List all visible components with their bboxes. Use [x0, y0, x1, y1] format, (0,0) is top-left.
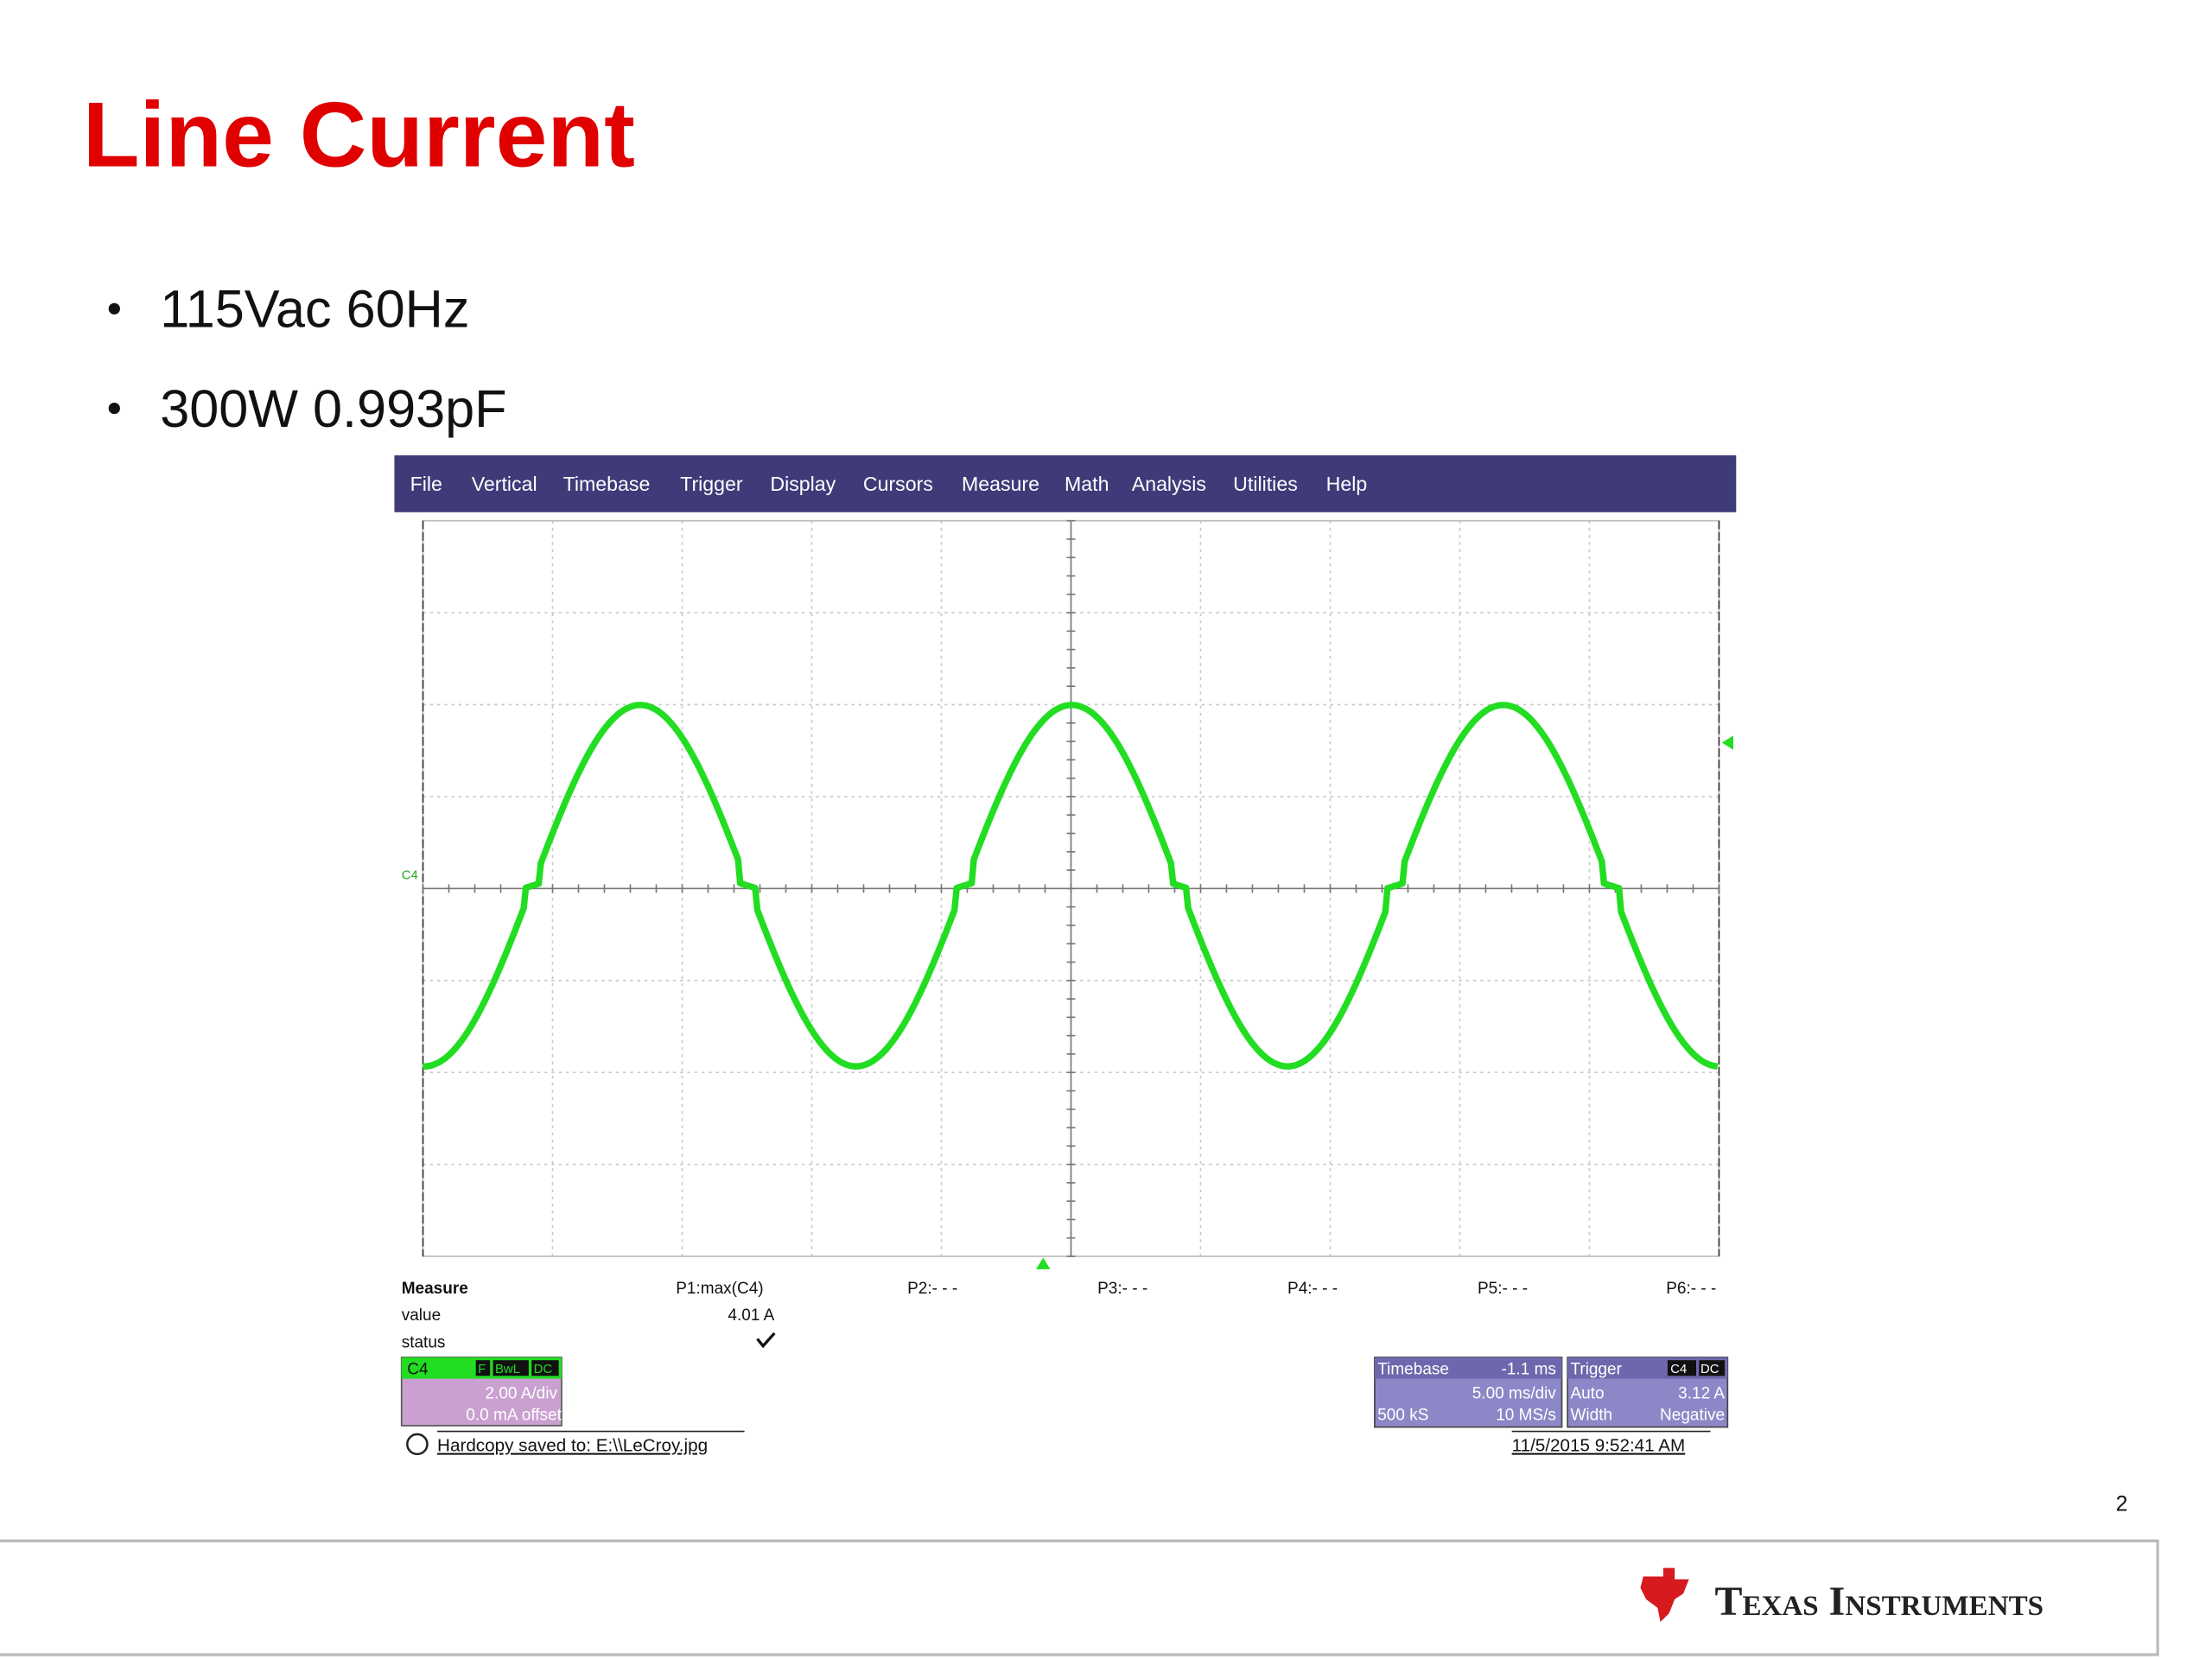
trigger-level-marker — [1721, 735, 1733, 750]
channel-flag-bg — [475, 1360, 491, 1376]
trigger-mode: Auto — [1570, 1385, 1604, 1403]
bullet-text: 300W 0.993pF — [160, 379, 506, 438]
hardcopy-text: Hardcopy saved to: E:\\LeCroy.jpg — [437, 1436, 708, 1456]
measure-param: P3:- - - — [1097, 1280, 1147, 1298]
bullet-dot — [108, 302, 120, 315]
channel-name: C4 — [407, 1361, 428, 1379]
footer-frame — [0, 1539, 2159, 1656]
trigger-time-marker — [1035, 1257, 1051, 1269]
menu-item[interactable]: Measure — [962, 473, 1039, 495]
measure-param: P1:max(C4) — [676, 1280, 763, 1298]
measure-param: P2:- - - — [907, 1280, 957, 1298]
menu-bar — [394, 454, 1737, 512]
channel-offset: 0.0 mA offset — [466, 1406, 562, 1424]
bullet-text: 115Vac 60Hz — [160, 280, 469, 339]
menu-item[interactable]: Trigger — [680, 473, 743, 495]
measure-heading: Measure — [402, 1280, 468, 1298]
menu-item[interactable]: File — [410, 473, 442, 495]
channel-flag-bg — [531, 1360, 559, 1376]
channel-scale: 2.00 A/div — [485, 1385, 557, 1403]
trigger-flag: C4 — [1670, 1363, 1687, 1376]
measure-param: P5:- - - — [1478, 1280, 1528, 1298]
menu-item[interactable]: Timebase — [563, 473, 651, 495]
channel-flag-bg — [493, 1360, 529, 1376]
measure-row-label: value — [402, 1306, 441, 1325]
menu-item[interactable]: Cursors — [863, 473, 933, 495]
menu-item[interactable]: Help — [1326, 473, 1368, 495]
measure-value: 4.01 A — [728, 1306, 774, 1325]
measure-param: P4:- - - — [1287, 1280, 1338, 1298]
measure-param: P6:- - - — [1666, 1280, 1716, 1298]
trigger-type: Width — [1570, 1406, 1612, 1424]
trigger-flag-bg — [1667, 1360, 1696, 1376]
channel-flag: BwL — [495, 1363, 520, 1376]
timebase-rate: 10 MS/s — [1496, 1406, 1556, 1424]
menu-item[interactable]: Vertical — [472, 473, 537, 495]
page-number: 2 — [2116, 1493, 2128, 1516]
trigger-flag: DC — [1700, 1363, 1719, 1376]
menu-item[interactable]: Math — [1065, 473, 1109, 495]
menu-item[interactable]: Analysis — [1132, 473, 1206, 495]
bullet-dot — [108, 403, 120, 415]
trigger-level: 3.12 A — [1678, 1385, 1725, 1403]
timebase-samples: 500 kS — [1377, 1406, 1428, 1424]
trigger-slope: Negative — [1660, 1406, 1725, 1424]
waveform — [422, 702, 1719, 1070]
timebase-scale: 5.00 ms/div — [1472, 1385, 1557, 1403]
ti-logo-mark — [1640, 1567, 1689, 1623]
channel-flag: F — [478, 1363, 486, 1376]
trigger-flag-bg — [1699, 1360, 1726, 1376]
status-check — [756, 1332, 776, 1349]
trace-label: C4 — [402, 869, 418, 883]
slide-title: Line Current — [83, 83, 635, 187]
menu-item[interactable]: Utilities — [1233, 473, 1298, 495]
graticule — [422, 519, 1720, 1257]
timebase-title: Timebase — [1377, 1361, 1449, 1379]
menu-item[interactable]: Display — [770, 473, 836, 495]
logo-text: Texas Instruments — [1714, 1579, 2044, 1624]
channel-flag: DC — [534, 1363, 553, 1376]
timestamp: 11/5/2015 9:52:41 AM — [1512, 1436, 1686, 1456]
hardcopy-icon — [406, 1433, 429, 1456]
measure-row-label: status — [402, 1333, 446, 1351]
timebase-delay: -1.1 ms — [1502, 1361, 1556, 1379]
timebase-header — [1374, 1357, 1562, 1379]
trigger-title: Trigger — [1570, 1361, 1622, 1379]
